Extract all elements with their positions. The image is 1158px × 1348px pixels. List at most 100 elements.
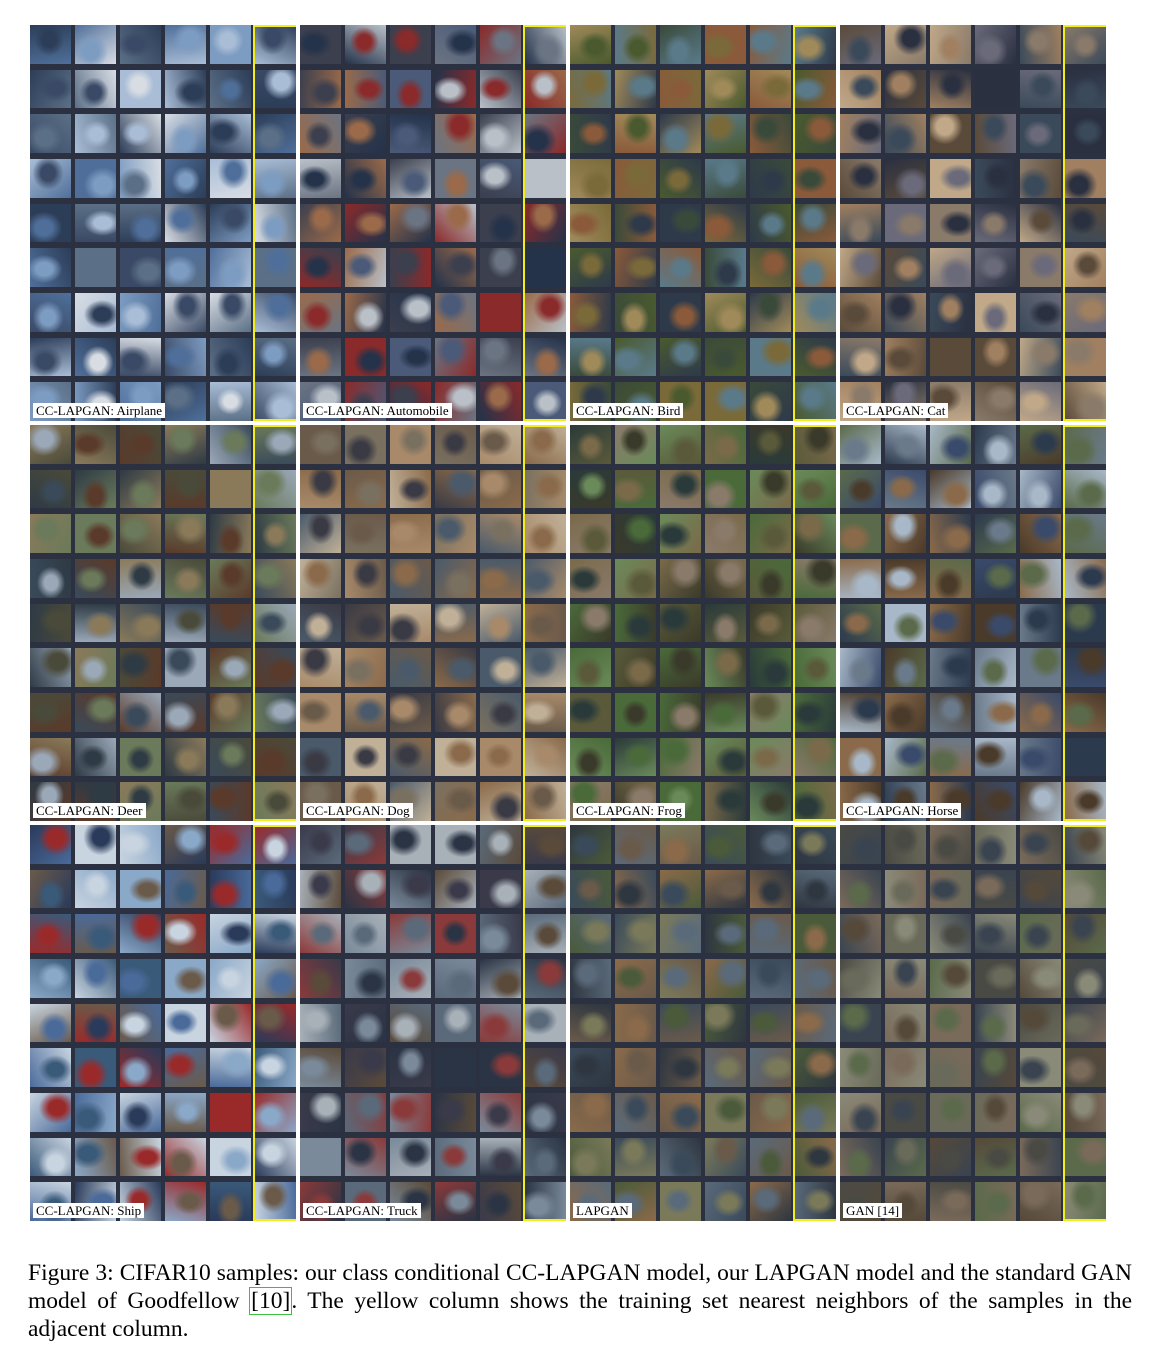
nearest-neighbor-thumbnail: [1065, 825, 1106, 864]
sample-thumbnail: [1020, 603, 1061, 643]
sample-thumbnail: [345, 248, 386, 287]
sample-thumbnail: [660, 869, 701, 909]
sample-thumbnail: [705, 1182, 746, 1221]
sample-thumbnail: [345, 603, 386, 643]
sample-thumbnail: [975, 248, 1016, 287]
nearest-neighbor-thumbnail: [525, 693, 566, 732]
sample-thumbnail: [660, 69, 701, 109]
sample-thumbnail: [615, 248, 656, 287]
panel-label: CC-LAPGAN: Truck: [303, 1203, 421, 1218]
sample-thumbnail: [165, 25, 206, 64]
sample-thumbnail: [975, 514, 1016, 553]
sample-thumbnail: [390, 1137, 431, 1177]
nearest-neighbor-thumbnail: [795, 914, 836, 953]
sample-thumbnail: [300, 25, 341, 64]
sample-thumbnail: [750, 69, 791, 109]
sample-thumbnail: [210, 425, 251, 464]
sample-thumbnail: [120, 425, 161, 464]
sample-thumbnail: [705, 648, 746, 687]
sample-thumbnail: [30, 248, 71, 287]
sample-thumbnail: [300, 114, 341, 153]
sample-thumbnail: [570, 914, 611, 953]
sample-thumbnail: [975, 1093, 1016, 1132]
sample-thumbnail: [75, 914, 116, 953]
nearest-neighbor-thumbnail: [1065, 114, 1106, 153]
sample-thumbnail: [930, 959, 971, 998]
nearest-neighbor-thumbnail: [1065, 382, 1106, 421]
sample-thumbnail: [930, 648, 971, 687]
sample-thumbnail: [885, 25, 926, 64]
sample-thumbnail: [615, 1093, 656, 1132]
nearest-neighbor-thumbnail: [255, 693, 296, 732]
sample-thumbnail: [615, 25, 656, 64]
sample-thumbnail: [570, 114, 611, 153]
nearest-neighbor-thumbnail: [795, 469, 836, 509]
caption-text-end: . The yellow column shows the training s…: [28, 1287, 1132, 1342]
sample-thumbnail: [165, 914, 206, 953]
nearest-neighbor-thumbnail: [525, 248, 566, 287]
nearest-neighbor-thumbnail: [255, 869, 296, 909]
sample-thumbnail: [120, 1137, 161, 1177]
sample-thumbnail: [300, 603, 341, 643]
sample-thumbnail: [1020, 514, 1061, 553]
sample-thumbnail: [615, 469, 656, 509]
sample-thumbnail: [210, 382, 251, 421]
nearest-neighbor-thumbnail: [795, 1182, 836, 1221]
sample-thumbnail: [840, 25, 881, 64]
sample-thumbnail: [660, 425, 701, 464]
nearest-neighbor-thumbnail: [255, 959, 296, 998]
sample-thumbnail: [750, 1003, 791, 1043]
sample-thumbnail: [30, 159, 71, 198]
sample-thumbnail: [660, 737, 701, 777]
nearest-neighbor-thumbnail: [525, 869, 566, 909]
sample-thumbnail: [840, 1137, 881, 1177]
sample-thumbnail: [930, 603, 971, 643]
nearest-neighbor-thumbnail: [255, 425, 296, 464]
sample-thumbnail: [615, 159, 656, 198]
nearest-neighbor-thumbnail: [525, 559, 566, 598]
sample-thumbnail: [1020, 469, 1061, 509]
sample-thumbnail: [975, 603, 1016, 643]
sample-thumbnail: [480, 25, 521, 64]
nearest-neighbor-thumbnail: [1065, 1048, 1106, 1087]
nearest-neighbor-thumbnail: [255, 203, 296, 243]
sample-thumbnail: [1020, 337, 1061, 377]
nearest-neighbor-thumbnail: [255, 1137, 296, 1177]
sample-thumbnail: [30, 737, 71, 777]
nearest-neighbor-thumbnail: [525, 159, 566, 198]
nearest-neighbor-thumbnail: [255, 782, 296, 821]
sample-thumbnail: [660, 1182, 701, 1221]
sample-thumbnail: [750, 648, 791, 687]
nearest-neighbor-thumbnail: [255, 514, 296, 553]
nearest-neighbor-thumbnail: [525, 737, 566, 777]
sample-thumbnail: [120, 293, 161, 332]
sample-thumbnail: [570, 1137, 611, 1177]
nearest-neighbor-thumbnail: [795, 514, 836, 553]
nearest-neighbor-thumbnail: [525, 203, 566, 243]
nearest-neighbor-thumbnail: [1065, 782, 1106, 821]
sample-thumbnail: [435, 1182, 476, 1221]
citation-link[interactable]: [10]: [249, 1286, 293, 1315]
sample-thumbnail: [210, 1093, 251, 1132]
sample-thumbnail: [165, 69, 206, 109]
sample-thumbnail: [615, 114, 656, 153]
sample-thumbnail: [390, 337, 431, 377]
sample-thumbnail: [390, 469, 431, 509]
sample-thumbnail: [165, 1003, 206, 1043]
sample-thumbnail: [1020, 382, 1061, 421]
sample-thumbnail: [885, 559, 926, 598]
sample-thumbnail: [1020, 693, 1061, 732]
sample-thumbnail: [615, 69, 656, 109]
sample-thumbnail: [435, 248, 476, 287]
sample-thumbnail: [750, 603, 791, 643]
sample-thumbnail: [750, 559, 791, 598]
sample-thumbnail: [435, 469, 476, 509]
sample-thumbnail: [705, 469, 746, 509]
sample-thumbnail: [975, 114, 1016, 153]
nearest-neighbor-thumbnail: [525, 1003, 566, 1043]
nearest-neighbor-thumbnail: [525, 603, 566, 643]
sample-thumbnail: [885, 469, 926, 509]
sample-thumbnail: [435, 1137, 476, 1177]
sample-thumbnail: [750, 693, 791, 732]
sample-thumbnail: [165, 782, 206, 821]
